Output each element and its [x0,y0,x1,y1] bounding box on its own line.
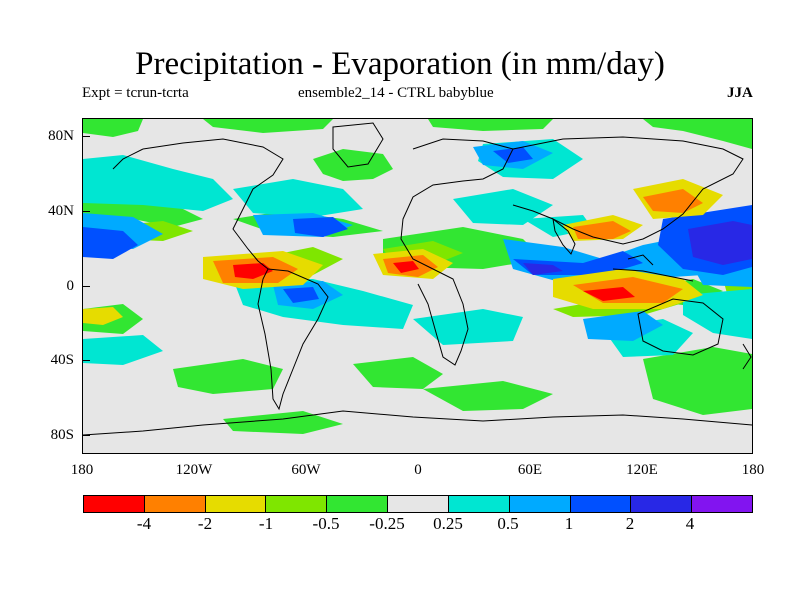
colorbar-segment [327,496,389,512]
colorbar-segment [631,496,693,512]
ensemble-label: ensemble2_14 - CTRL babyblue [298,85,494,101]
x-axis-label: 60W [291,462,321,478]
colorbar-segment [84,496,145,512]
x-axis-label: 60E [517,462,543,478]
y-tick-80n [82,136,90,137]
map-title: Precipitation - Evaporation (in mm/day) [135,46,665,82]
y-axis-label: 40S [50,352,74,368]
colorbar-segment [692,496,752,512]
map-plot-area [82,118,753,454]
experiment-label: Expt = tcrun-tcrta [82,85,189,101]
colorbar-segment [448,496,510,512]
colorbar-segment [144,496,206,512]
colorbar-label: 2 [625,514,635,533]
x-axis-label: 180 [70,462,94,478]
colorbar-label: -2 [197,514,213,533]
colorbar-label: -0.25 [369,514,405,533]
colorbar-label: 0.25 [433,514,463,533]
colorbar-segment [205,496,267,512]
colorbar-label: 4 [685,514,695,533]
colorbar [83,495,753,513]
y-tick-40s [82,360,90,361]
colorbar-label: -1 [258,514,274,533]
colorbar-label: 0.5 [497,514,519,533]
x-axis-label: 120E [626,462,658,478]
precip-evap-field [83,119,752,436]
y-tick-40n [82,211,90,212]
y-tick-80s [82,435,90,436]
colorbar-segment [509,496,571,512]
colorbar-segment [388,496,449,512]
colorbar-segment [570,496,632,512]
x-axis-label: 120W [175,462,213,478]
colorbar-label: -4 [136,514,152,533]
y-axis-label: 80S [50,427,74,443]
y-tick-0 [82,286,90,287]
y-axis-label: 80N [48,128,74,144]
colorbar-label: -0.5 [312,514,340,533]
colorbar-label: 1 [564,514,574,533]
x-axis-label: 0 [414,462,422,478]
x-axis-label: 180 [741,462,765,478]
colorbar-segment [266,496,328,512]
y-axis-label: 0 [66,278,75,294]
season-label: JJA [727,85,753,101]
y-axis-label: 40N [48,203,74,219]
